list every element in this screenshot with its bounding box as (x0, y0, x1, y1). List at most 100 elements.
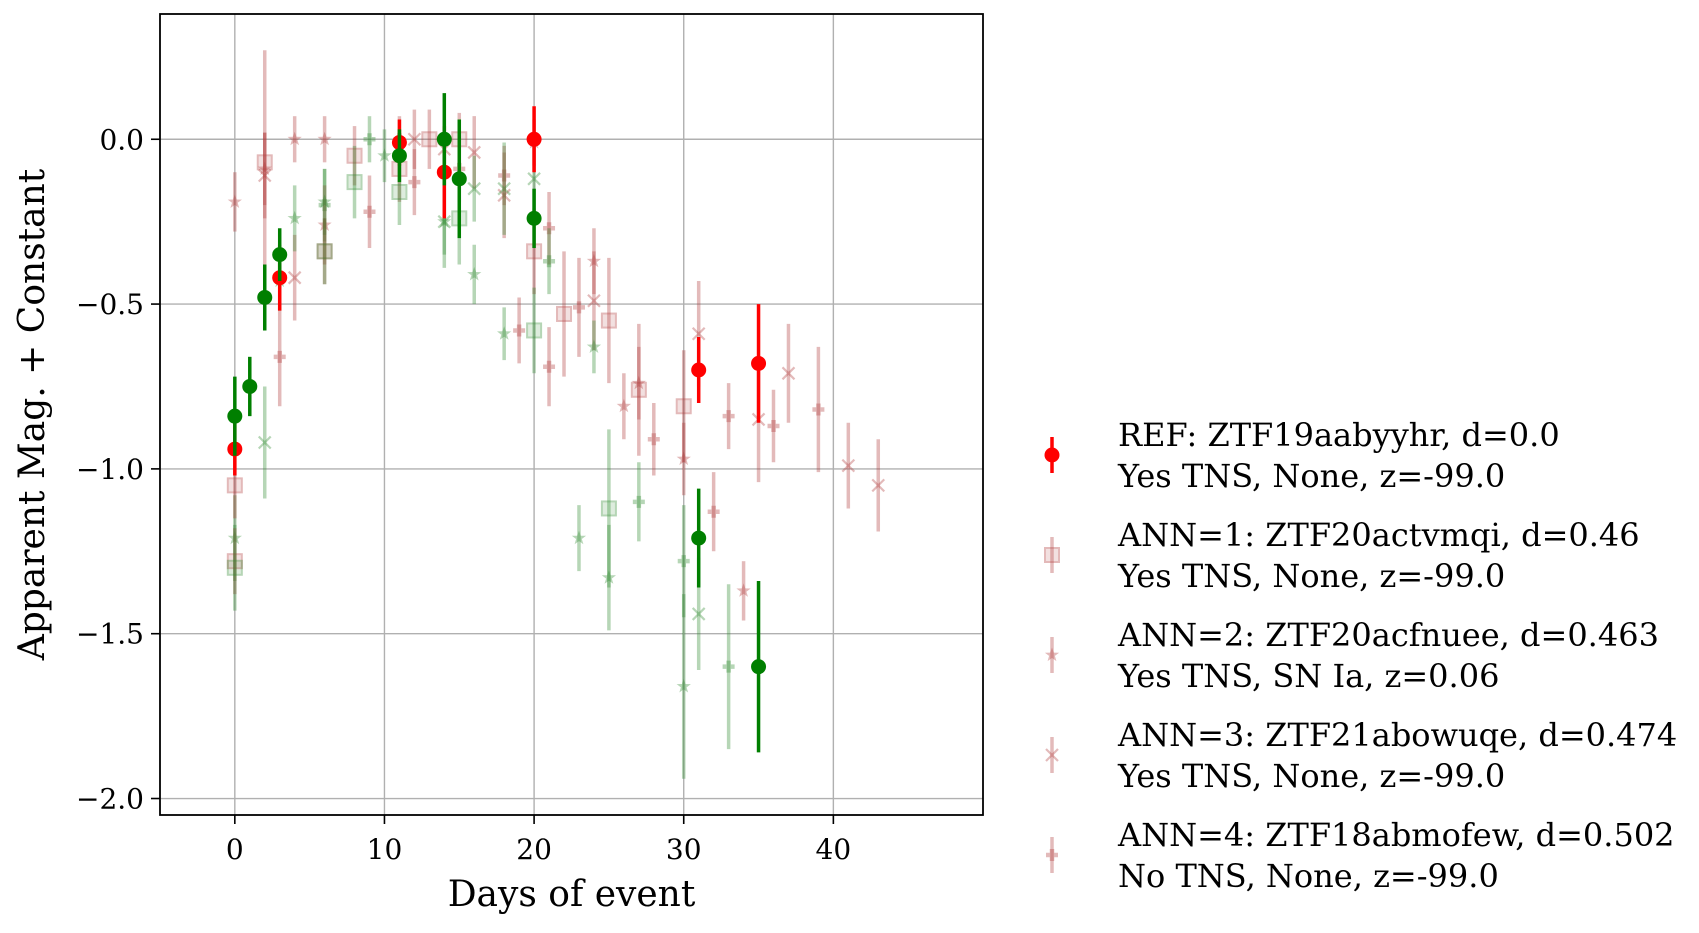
ann-data-point (586, 228, 602, 295)
point-marker (227, 408, 243, 424)
ann-data-point (526, 287, 543, 374)
ann-data-point (841, 422, 856, 509)
point-marker (436, 131, 452, 147)
ann-data-point (287, 185, 302, 252)
ann-data-point (497, 152, 511, 239)
x-tick-label: 20 (516, 833, 552, 866)
y-tick-label: −0.5 (76, 288, 144, 321)
point-marker (391, 184, 408, 200)
ref-data-point (227, 376, 243, 456)
point-marker (543, 222, 556, 235)
point-marker (707, 505, 720, 518)
point-marker (616, 398, 631, 413)
point-marker (317, 217, 332, 231)
ann-data-point (346, 145, 363, 219)
data-points (226, 50, 886, 779)
point-marker (572, 301, 585, 314)
ann-data-point (600, 429, 617, 588)
ann-data-point (256, 50, 273, 275)
ann-data-point (676, 594, 691, 779)
ann-data-point (871, 439, 886, 532)
point-marker (287, 210, 302, 225)
ref-data-point (751, 580, 767, 753)
ann-data-point (287, 234, 302, 321)
point-marker (586, 339, 602, 353)
point-marker (437, 214, 452, 228)
ann-data-point (647, 402, 660, 476)
point-marker (407, 132, 422, 147)
ann-data-point (226, 524, 243, 611)
point-marker (497, 326, 512, 340)
x-tick-label: 0 (226, 833, 244, 866)
point-marker (363, 133, 376, 146)
ann-data-point (572, 257, 585, 357)
ann-data-point (273, 307, 286, 407)
ref-data-point (751, 304, 767, 423)
ann-data-point (812, 346, 825, 473)
point-marker (526, 210, 542, 226)
ref-data-point (391, 129, 407, 183)
point-marker (632, 495, 645, 508)
point-marker (498, 169, 511, 182)
ann-data-point (601, 524, 616, 631)
point-marker (467, 145, 482, 160)
point-marker (363, 205, 376, 218)
point-marker (226, 477, 243, 494)
ref-data-point (691, 488, 707, 588)
ann-data-point (498, 145, 511, 206)
ann-data-point (722, 383, 735, 450)
legend-label-detail: Yes TNS, None, z=-99.0 (1117, 757, 1505, 795)
ann-data-point (600, 257, 617, 384)
ann-data-point (630, 323, 647, 456)
ann-data-point (571, 505, 587, 572)
legend-marker (1044, 447, 1060, 463)
point-marker (676, 678, 691, 693)
ann-data-point (586, 320, 602, 374)
ann-data-point (257, 386, 272, 499)
point-marker (451, 171, 467, 187)
point-marker (871, 478, 886, 493)
point-marker (691, 326, 706, 341)
x-axis-label: Days of event (448, 874, 696, 915)
ann-data-point (722, 584, 735, 750)
ann-data-point (257, 132, 272, 219)
ref-data-point (526, 188, 542, 249)
point-marker (256, 154, 273, 171)
point-marker (287, 131, 302, 146)
ann-data-point (675, 350, 692, 463)
ann-data-point (227, 172, 242, 232)
point-marker (601, 570, 616, 584)
y-tick-label: −1.5 (76, 618, 144, 651)
ann-data-point (377, 129, 392, 183)
y-tick-label: 0.0 (99, 123, 144, 156)
point-marker (571, 530, 587, 545)
ann-data-point (407, 109, 422, 169)
legend: REF: ZTF19aabyyhr, d=0.0 Yes TNS, None, z… (1044, 416, 1677, 895)
ann-data-point (421, 109, 438, 169)
ann-data-point (736, 561, 751, 621)
point-marker (751, 355, 767, 371)
point-marker (691, 362, 707, 378)
ann-data-point (781, 323, 796, 423)
point-marker (226, 559, 243, 576)
grid-lines (160, 14, 983, 815)
point-marker (257, 168, 272, 183)
ref-data-point (272, 228, 288, 281)
ann-data-point (556, 251, 573, 377)
point-marker (543, 360, 556, 373)
y-axis-label: Apparent Mag. + Constant (12, 168, 53, 661)
ann-data-point (767, 389, 780, 463)
legend-label: REF: ZTF19aabyyhr, d=0.0 (1118, 416, 1560, 454)
legend-marker (1044, 547, 1060, 563)
point-marker (543, 255, 556, 268)
ann-data-point (543, 192, 556, 265)
ann-data-point (467, 116, 482, 189)
point-marker (526, 322, 543, 339)
point-marker (691, 530, 707, 546)
point-marker (257, 161, 272, 175)
point-marker (272, 247, 288, 263)
ann-data-point (676, 422, 691, 496)
